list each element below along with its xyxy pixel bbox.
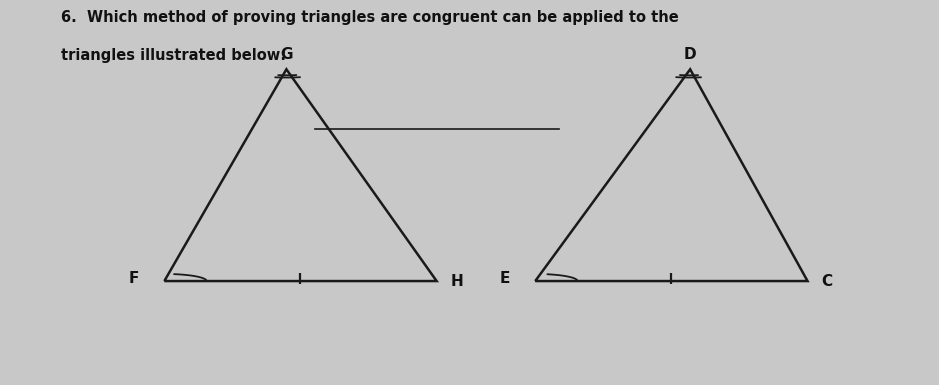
Text: G: G xyxy=(280,47,293,62)
Text: F: F xyxy=(129,271,139,286)
Text: C: C xyxy=(821,274,832,288)
Text: D: D xyxy=(684,47,697,62)
Text: E: E xyxy=(500,271,510,286)
Text: 6.  Which method of proving triangles are congruent can be applied to the: 6. Which method of proving triangles are… xyxy=(61,10,679,25)
Text: H: H xyxy=(450,274,463,288)
Text: triangles illustrated below:: triangles illustrated below: xyxy=(61,48,286,63)
